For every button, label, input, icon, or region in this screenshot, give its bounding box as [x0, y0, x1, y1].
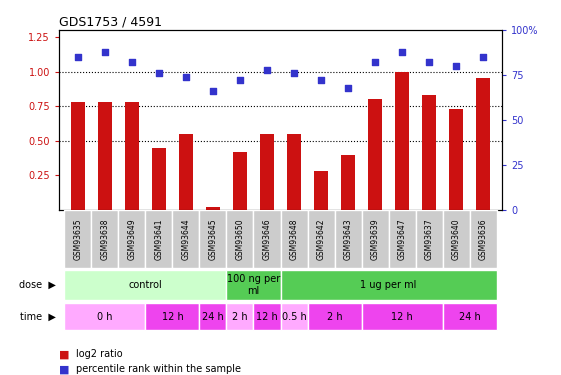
- Point: [181, 74, 190, 80]
- Bar: [206, 207, 220, 210]
- Bar: [443, 303, 496, 330]
- Point: [289, 70, 298, 76]
- Bar: [254, 210, 280, 268]
- Text: ■: ■: [59, 350, 70, 359]
- Text: dose  ▶: dose ▶: [19, 280, 56, 290]
- Text: ■: ■: [59, 364, 70, 374]
- Point: [316, 77, 325, 83]
- Bar: [179, 134, 192, 210]
- Text: GSM93637: GSM93637: [425, 219, 434, 260]
- Text: time  ▶: time ▶: [20, 312, 56, 322]
- Point: [371, 59, 380, 65]
- Point: [479, 54, 488, 60]
- Bar: [98, 102, 112, 210]
- Bar: [227, 210, 254, 268]
- Text: GSM93647: GSM93647: [398, 219, 407, 260]
- Bar: [396, 72, 409, 210]
- Bar: [470, 210, 496, 268]
- Bar: [65, 270, 227, 300]
- Bar: [199, 303, 227, 330]
- Bar: [369, 99, 382, 210]
- Bar: [280, 270, 496, 300]
- Bar: [118, 210, 145, 268]
- Text: 100 ng per
ml: 100 ng per ml: [227, 274, 280, 296]
- Bar: [307, 210, 334, 268]
- Bar: [362, 303, 443, 330]
- Text: control: control: [128, 280, 162, 290]
- Text: 12 h: 12 h: [162, 312, 183, 322]
- Bar: [334, 210, 362, 268]
- Text: 1 ug per ml: 1 ug per ml: [360, 280, 417, 290]
- Bar: [125, 102, 139, 210]
- Text: GSM93635: GSM93635: [73, 219, 82, 260]
- Bar: [227, 270, 280, 300]
- Bar: [422, 95, 436, 210]
- Text: GSM93649: GSM93649: [127, 219, 136, 260]
- Text: GSM93636: GSM93636: [479, 219, 488, 260]
- Point: [236, 77, 245, 83]
- Text: 2 h: 2 h: [232, 312, 248, 322]
- Text: log2 ratio: log2 ratio: [76, 350, 122, 359]
- Text: GSM93645: GSM93645: [209, 219, 218, 260]
- Bar: [65, 210, 91, 268]
- Bar: [227, 303, 254, 330]
- Text: 12 h: 12 h: [391, 312, 413, 322]
- Text: GSM93641: GSM93641: [154, 219, 163, 260]
- Text: 24 h: 24 h: [202, 312, 224, 322]
- Text: 24 h: 24 h: [459, 312, 481, 322]
- Bar: [416, 210, 443, 268]
- Bar: [199, 210, 227, 268]
- Point: [343, 85, 352, 91]
- Point: [100, 49, 109, 55]
- Text: GSM93639: GSM93639: [371, 219, 380, 260]
- Point: [209, 88, 218, 94]
- Text: 0.5 h: 0.5 h: [282, 312, 306, 322]
- Text: GSM93638: GSM93638: [100, 219, 109, 260]
- Bar: [260, 134, 274, 210]
- Point: [263, 67, 272, 73]
- Bar: [449, 109, 463, 210]
- Bar: [314, 171, 328, 210]
- Bar: [287, 134, 301, 210]
- Text: GSM93643: GSM93643: [343, 219, 352, 260]
- Point: [73, 54, 82, 60]
- Bar: [145, 303, 199, 330]
- Bar: [307, 303, 362, 330]
- Bar: [172, 210, 199, 268]
- Bar: [233, 152, 247, 210]
- Bar: [341, 154, 355, 210]
- Bar: [65, 303, 145, 330]
- Point: [127, 59, 136, 65]
- Text: GSM93650: GSM93650: [236, 219, 245, 260]
- Text: 2 h: 2 h: [327, 312, 342, 322]
- Text: 12 h: 12 h: [256, 312, 278, 322]
- Point: [398, 49, 407, 55]
- Text: GSM93644: GSM93644: [181, 219, 190, 260]
- Bar: [71, 102, 85, 210]
- Bar: [280, 303, 307, 330]
- Bar: [362, 210, 389, 268]
- Text: GSM93640: GSM93640: [452, 219, 461, 260]
- Bar: [145, 210, 172, 268]
- Bar: [389, 210, 416, 268]
- Text: 0 h: 0 h: [97, 312, 113, 322]
- Bar: [152, 148, 165, 210]
- Point: [154, 70, 163, 76]
- Point: [452, 63, 461, 69]
- Bar: [280, 210, 307, 268]
- Bar: [476, 78, 490, 210]
- Text: percentile rank within the sample: percentile rank within the sample: [76, 364, 241, 374]
- Text: GSM93646: GSM93646: [263, 219, 272, 260]
- Bar: [254, 303, 280, 330]
- Text: GSM93648: GSM93648: [289, 219, 298, 260]
- Text: GSM93642: GSM93642: [316, 219, 325, 260]
- Point: [425, 59, 434, 65]
- Bar: [443, 210, 470, 268]
- Bar: [91, 210, 118, 268]
- Text: GDS1753 / 4591: GDS1753 / 4591: [59, 16, 162, 29]
